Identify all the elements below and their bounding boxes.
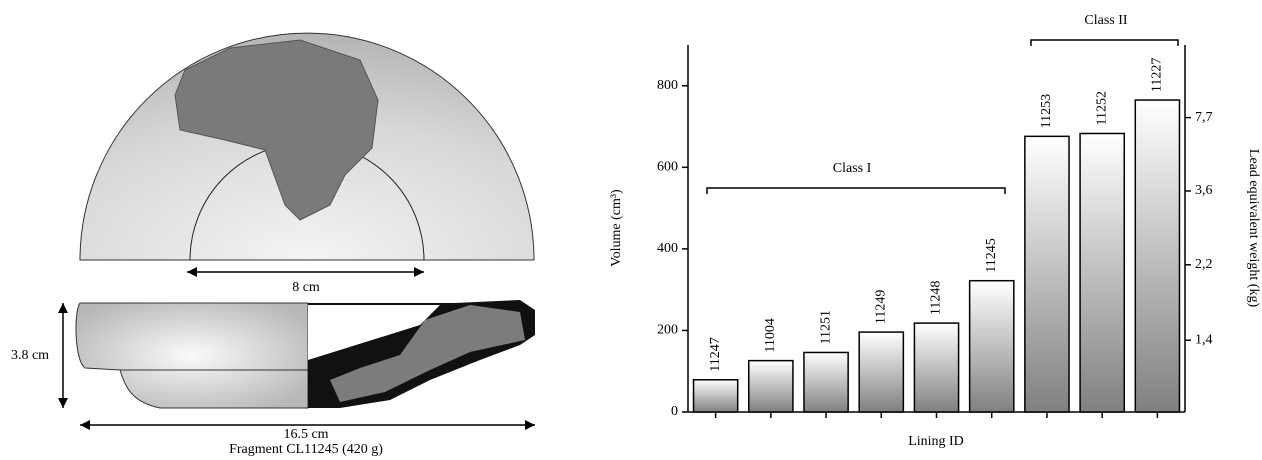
fragment-photo bbox=[174, 39, 379, 221]
bar bbox=[1079, 132, 1126, 413]
y-tick-label: 400 bbox=[657, 241, 678, 256]
dimension-label: 3.8 cm bbox=[11, 348, 49, 363]
annotation: Class II bbox=[1084, 13, 1128, 28]
y2-axis-label: Lead equivalent weight (kg) bbox=[1246, 149, 1261, 308]
bar bbox=[803, 351, 849, 413]
profile-view bbox=[75, 302, 309, 409]
bar bbox=[858, 331, 905, 413]
category-label: 11004 bbox=[763, 318, 778, 352]
category-label: 11251 bbox=[818, 310, 833, 344]
y-axis-label: Volume (cm³) bbox=[609, 189, 624, 267]
category-label: 11227 bbox=[1150, 58, 1165, 92]
category-label: 11247 bbox=[708, 337, 723, 371]
bracket bbox=[1030, 39, 1179, 46]
bar bbox=[1134, 99, 1181, 413]
caption: Fragment CL11245 (420 g) bbox=[229, 442, 383, 457]
y2-tick-label: 2,2 bbox=[1195, 257, 1213, 272]
y-tick-label: 200 bbox=[657, 323, 678, 338]
dimension-label: 8 cm bbox=[292, 280, 320, 295]
bar bbox=[1024, 135, 1070, 413]
annotation: Class I bbox=[833, 161, 872, 176]
category-label: 11253 bbox=[1039, 94, 1054, 128]
category-label: 11252 bbox=[1094, 91, 1109, 125]
bar bbox=[747, 359, 794, 413]
vessel-diagram: 8 cm 3.8 cm 16.5 cm Fragment CL11245 (42… bbox=[11, 32, 535, 457]
y-tick-label: 0 bbox=[671, 404, 678, 419]
section-cut bbox=[308, 305, 440, 360]
fragment-section bbox=[330, 305, 525, 402]
category-label: 11249 bbox=[873, 290, 888, 324]
y2-tick-label: 3,6 bbox=[1195, 183, 1213, 198]
bar bbox=[913, 322, 960, 413]
y-tick-label: 600 bbox=[657, 160, 678, 175]
dimension-label: 16.5 cm bbox=[283, 427, 328, 442]
bar bbox=[968, 279, 1015, 413]
category-label: 11245 bbox=[984, 238, 999, 272]
bar bbox=[692, 379, 739, 413]
bracket bbox=[706, 187, 1006, 194]
bar-chart: Volume (cm³) Lead equivalent weight (kg)… bbox=[609, 13, 1261, 449]
y-tick-label: 800 bbox=[657, 78, 678, 93]
x-axis-label: Lining ID bbox=[908, 434, 964, 449]
y2-tick-label: 1,4 bbox=[1195, 332, 1213, 347]
category-label: 11248 bbox=[929, 281, 944, 315]
y2-tick-label: 7,7 bbox=[1195, 110, 1213, 125]
